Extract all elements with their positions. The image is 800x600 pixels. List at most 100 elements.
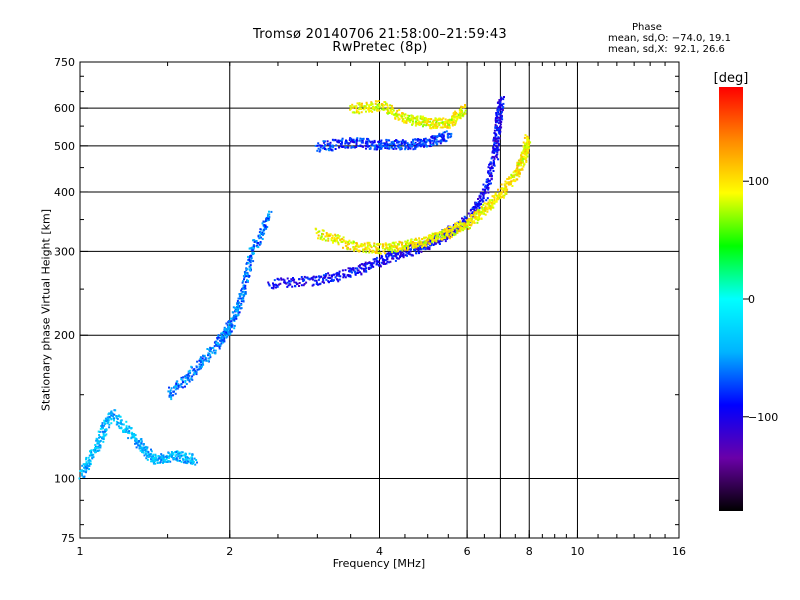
- colorbar: [719, 87, 743, 511]
- echo-point: [460, 107, 463, 110]
- echo-point: [396, 252, 399, 255]
- echo-point: [272, 284, 275, 286]
- echo-point: [359, 271, 361, 274]
- echo-point: [174, 385, 177, 388]
- echo-point: [173, 457, 176, 460]
- echo-point: [409, 120, 412, 123]
- echo-point: [270, 210, 273, 213]
- echo-point: [440, 232, 443, 235]
- echo-point: [367, 247, 370, 250]
- echo-point: [432, 135, 435, 138]
- echo-point: [472, 206, 475, 208]
- echo-point: [167, 390, 170, 393]
- echo-point: [510, 174, 513, 177]
- echo-point: [423, 237, 426, 240]
- echo-point: [199, 356, 202, 359]
- echo-point: [182, 458, 185, 461]
- echo-point: [244, 284, 247, 287]
- echo-point: [349, 267, 352, 270]
- echo-point: [99, 444, 102, 447]
- echo-point: [177, 451, 180, 454]
- echo-point: [335, 274, 338, 277]
- echo-point: [332, 241, 334, 244]
- echo-point: [286, 277, 289, 280]
- echo-point: [386, 246, 389, 249]
- echo-point: [423, 140, 426, 143]
- echo-point: [422, 119, 425, 121]
- echo-point: [93, 450, 96, 452]
- echo-point: [364, 264, 367, 266]
- echo-point: [500, 97, 503, 100]
- echo-point: [353, 111, 356, 114]
- echo-point: [425, 122, 428, 125]
- echo-point: [521, 167, 524, 170]
- echo-point: [141, 447, 143, 450]
- echo-point: [470, 212, 473, 215]
- echo-point: [431, 122, 434, 124]
- echo-point: [406, 142, 409, 145]
- echo-point: [360, 245, 363, 248]
- echo-point: [267, 217, 270, 220]
- echo-point: [345, 141, 348, 144]
- echo-point: [110, 417, 113, 420]
- echo-point: [435, 124, 438, 127]
- echo-point: [293, 278, 296, 281]
- echo-point: [525, 161, 528, 163]
- echo-point: [495, 113, 498, 116]
- echo-point: [403, 114, 406, 117]
- echo-point: [494, 150, 497, 153]
- echo-point: [375, 251, 378, 254]
- echo-point: [350, 241, 353, 244]
- echo-point: [526, 137, 529, 139]
- echo-point: [336, 239, 338, 242]
- echo-point: [429, 120, 431, 123]
- echo-point: [199, 357, 202, 360]
- echo-point: [201, 362, 204, 365]
- echo-point: [179, 456, 182, 459]
- echo-point: [394, 255, 397, 258]
- echo-point: [456, 230, 459, 233]
- echo-point: [469, 209, 472, 212]
- echo-point: [264, 220, 267, 222]
- echo-point: [175, 457, 178, 460]
- echo-point: [368, 248, 371, 251]
- echo-point: [397, 257, 400, 260]
- echo-point: [331, 234, 334, 237]
- echo-point: [450, 232, 453, 235]
- echo-point: [517, 170, 520, 173]
- echo-point: [81, 474, 84, 477]
- echo-point: [457, 229, 460, 232]
- echo-point: [172, 390, 175, 393]
- echo-point: [226, 334, 228, 337]
- echo-point: [360, 272, 363, 275]
- echo-point: [429, 235, 432, 238]
- echo-point: [163, 460, 166, 463]
- echo-point: [468, 224, 471, 227]
- echo-point: [512, 178, 515, 181]
- echo-point: [487, 204, 490, 207]
- echo-point: [501, 188, 504, 191]
- echo-point: [415, 243, 418, 246]
- echo-point: [220, 332, 223, 335]
- echo-point: [511, 185, 514, 187]
- echo-point: [390, 254, 393, 257]
- echo-point: [391, 257, 394, 260]
- echo-point: [429, 145, 431, 148]
- echo-point: [175, 453, 178, 456]
- echo-point: [397, 243, 400, 246]
- echo-point: [96, 449, 99, 452]
- echo-point: [186, 374, 189, 377]
- echo-point: [378, 106, 381, 109]
- echo-point: [518, 162, 521, 165]
- echo-point: [319, 144, 322, 147]
- echo-point: [345, 245, 348, 247]
- echo-point: [522, 165, 525, 168]
- echo-point: [157, 455, 160, 457]
- echo-point: [82, 470, 85, 473]
- echo-point: [478, 204, 481, 207]
- echo-point: [370, 102, 373, 105]
- echo-point: [234, 313, 237, 316]
- echo-point: [191, 459, 194, 462]
- echo-point: [377, 263, 380, 266]
- echo-point: [349, 105, 352, 108]
